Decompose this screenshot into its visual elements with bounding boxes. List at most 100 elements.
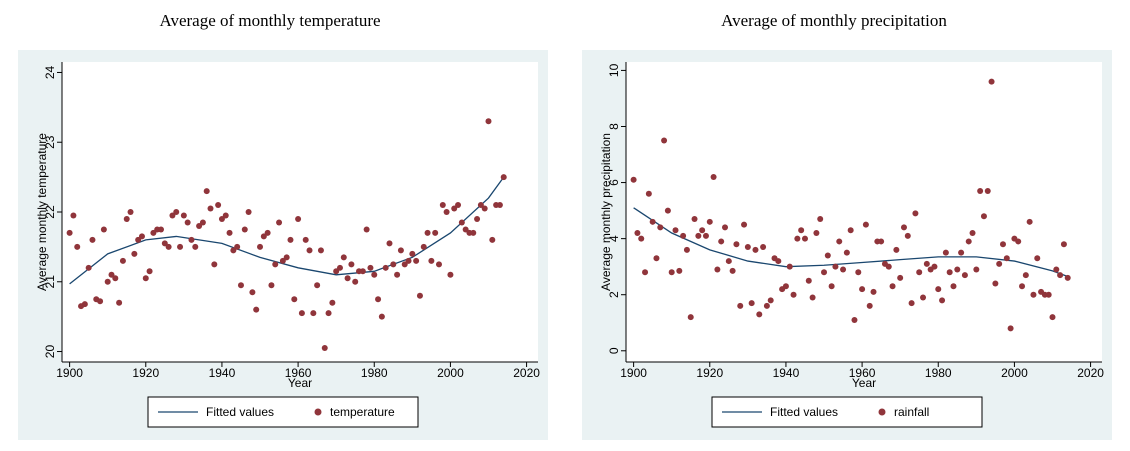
data-point — [119, 257, 126, 264]
data-point — [775, 258, 782, 265]
data-point — [401, 261, 408, 268]
data-point — [199, 219, 206, 226]
data-point — [222, 212, 229, 219]
data-point — [828, 283, 835, 290]
data-point — [980, 213, 987, 220]
data-point — [741, 221, 748, 228]
data-point — [683, 246, 690, 253]
data-point — [458, 219, 465, 226]
data-point — [1022, 272, 1029, 279]
fitted-line — [69, 176, 505, 285]
data-point — [923, 260, 930, 267]
data-point — [89, 236, 96, 243]
data-point — [348, 261, 355, 268]
y-axis-label: Average monthly temperature — [35, 133, 49, 291]
data-point — [786, 263, 793, 270]
data-point — [298, 310, 305, 317]
data-point — [359, 268, 366, 275]
data-point — [196, 222, 203, 229]
data-point — [394, 271, 401, 278]
data-point — [760, 244, 767, 251]
data-point — [866, 302, 873, 309]
data-point — [992, 280, 999, 287]
data-point — [310, 310, 317, 317]
data-point — [226, 229, 233, 236]
x-tick-label: 2020 — [1077, 366, 1104, 380]
data-point — [996, 260, 1003, 267]
data-point — [245, 209, 252, 215]
y-tick-label: 22 — [43, 205, 57, 219]
data-point — [253, 306, 260, 313]
data-point — [999, 241, 1006, 248]
x-tick-label: 1960 — [849, 366, 876, 380]
data-point — [279, 257, 286, 264]
data-point — [184, 219, 191, 226]
y-tick-label: 0 — [607, 347, 621, 354]
x-axis-label: Year — [288, 376, 312, 390]
data-point — [70, 212, 77, 219]
data-point — [1026, 218, 1033, 225]
data-point — [737, 302, 744, 309]
data-point — [81, 301, 88, 308]
data-point — [302, 236, 309, 243]
data-point — [165, 243, 172, 250]
data-point — [801, 235, 808, 242]
data-point — [657, 224, 664, 231]
chart-panel: Average of monthly precipitation 0 2 4 6 8 10 1… — [582, 11, 1112, 440]
data-point — [851, 316, 858, 323]
y-tick-label: 8 — [607, 123, 621, 130]
data-point — [283, 254, 290, 261]
data-point — [965, 238, 972, 245]
data-point — [961, 272, 968, 279]
data-point — [485, 118, 492, 125]
x-tick-label: 1900 — [56, 366, 83, 380]
data-point — [1015, 238, 1022, 245]
data-point — [790, 291, 797, 298]
data-point — [138, 233, 145, 240]
data-point — [177, 243, 184, 250]
x-tick-label: 2020 — [513, 366, 540, 380]
data-point — [1003, 255, 1010, 262]
data-point — [672, 227, 679, 234]
x-tick-label: 1920 — [132, 366, 159, 380]
data-point — [630, 176, 637, 183]
data-point — [695, 232, 702, 239]
legend-label: Fitted values — [770, 405, 838, 419]
data-point — [344, 275, 351, 282]
data-point — [85, 264, 92, 271]
data-point — [211, 261, 218, 268]
fitted-line — [633, 207, 1068, 278]
y-tick-label: 21 — [43, 275, 57, 289]
data-point — [268, 282, 275, 289]
x-tick-label: 1920 — [696, 366, 723, 380]
data-point — [413, 257, 420, 264]
data-point — [824, 252, 831, 259]
data-point — [988, 78, 995, 85]
data-point — [706, 218, 713, 225]
data-point — [272, 261, 279, 268]
data-point — [702, 232, 709, 239]
chart-panel: Average of monthly temperature 20 21 22 23 24… — [18, 11, 548, 440]
y-tick-label: 6 — [607, 179, 621, 186]
data-point — [375, 296, 382, 303]
data-point — [904, 232, 911, 239]
data-point — [329, 299, 336, 306]
data-point — [295, 215, 302, 222]
data-point — [725, 258, 732, 265]
y-tick-label: 4 — [607, 235, 621, 242]
data-point — [127, 209, 134, 215]
data-point — [1030, 291, 1037, 298]
data-point — [135, 236, 142, 243]
data-point — [939, 297, 946, 304]
data-point — [1034, 255, 1041, 262]
data-point — [123, 215, 130, 222]
data-point — [638, 235, 645, 242]
data-point — [237, 282, 244, 289]
data-point — [291, 296, 298, 303]
data-point — [112, 275, 119, 282]
data-point — [1060, 241, 1067, 248]
data-point — [462, 226, 469, 233]
data-point — [710, 173, 717, 180]
x-tick-label: 1960 — [285, 366, 312, 380]
